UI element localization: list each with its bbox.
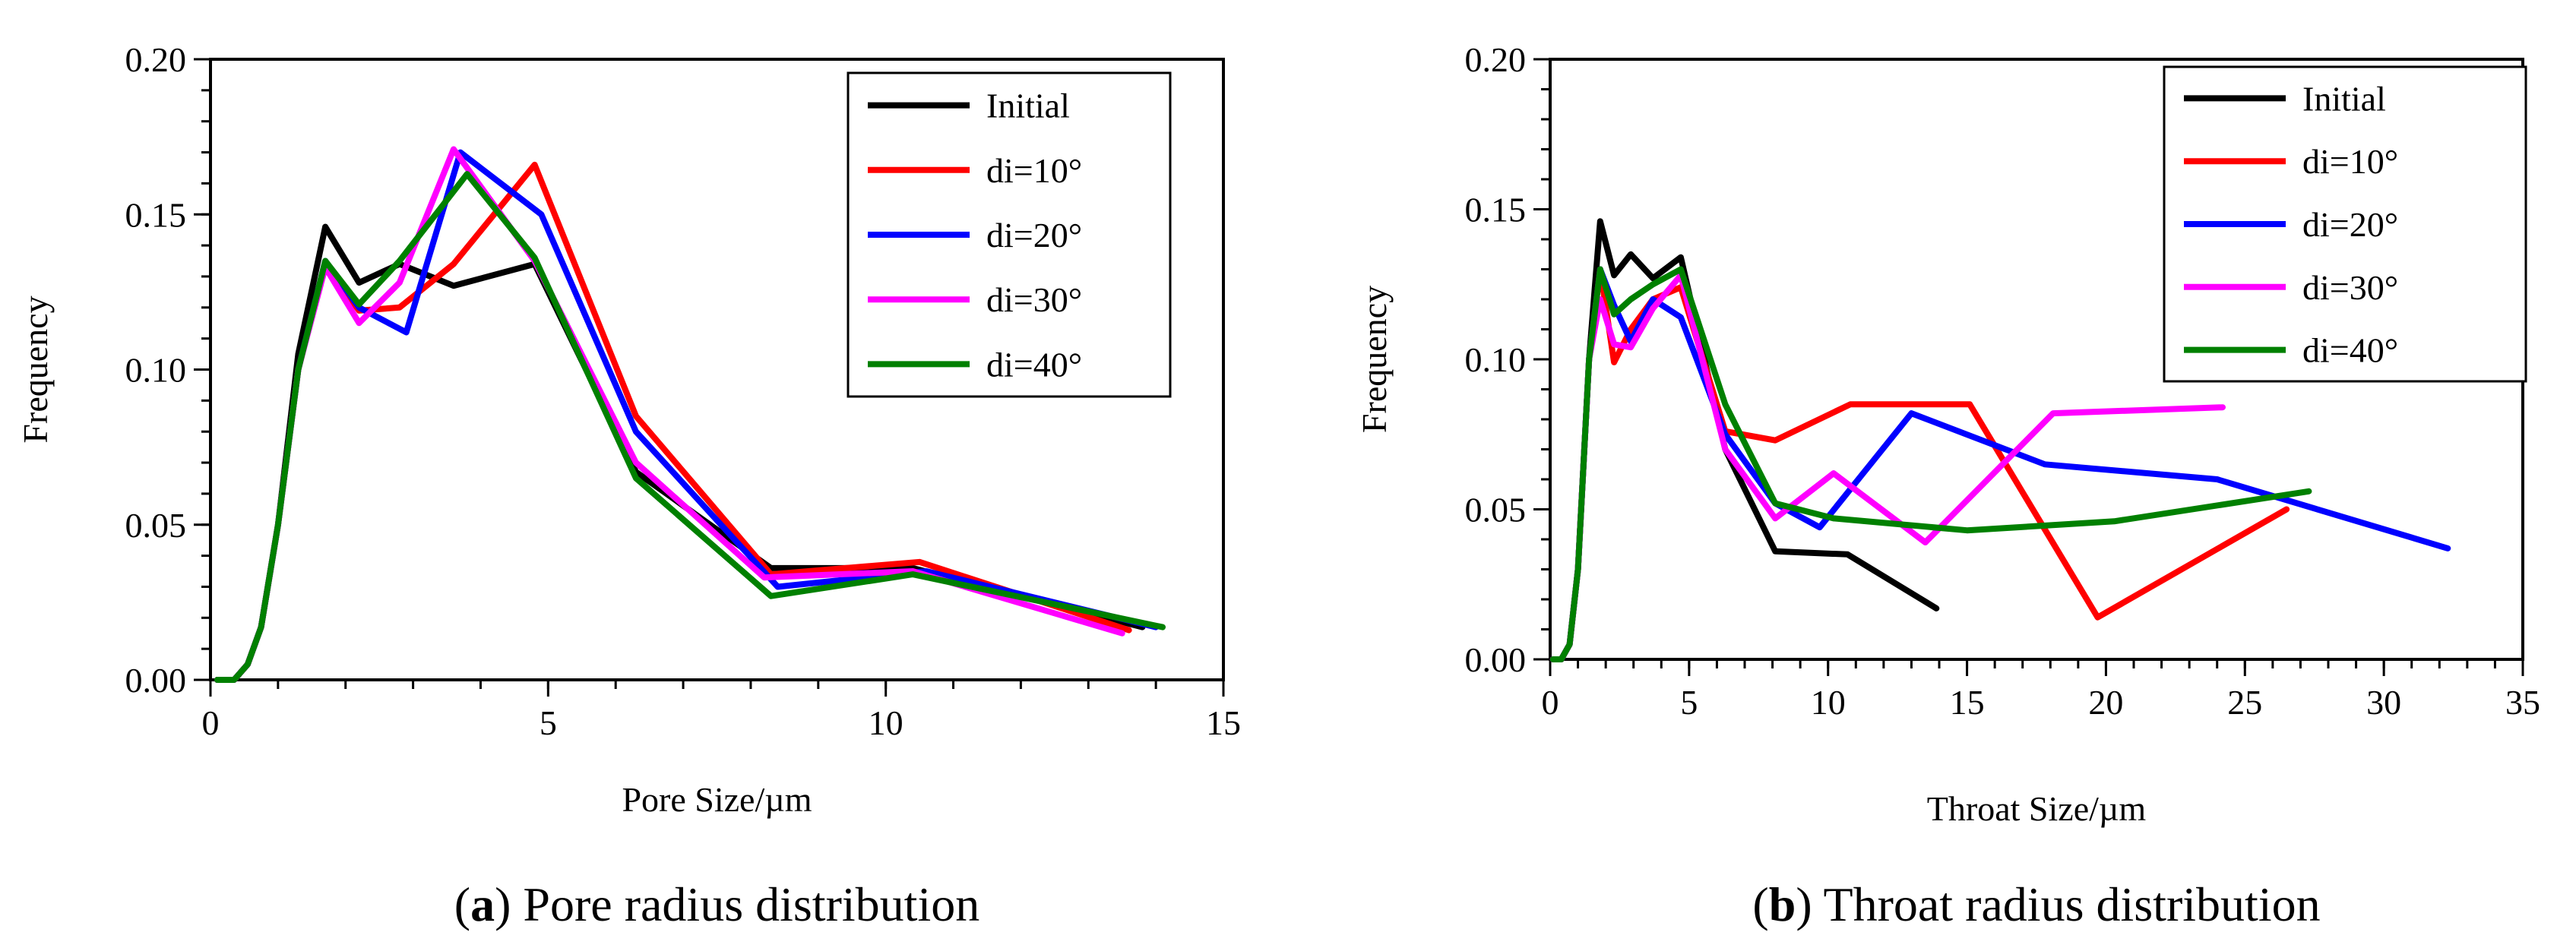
y-tick-label: 0.15 bbox=[1465, 191, 1527, 229]
x-tick-label: 30 bbox=[2366, 683, 2401, 722]
legend-label: di=40° bbox=[2302, 331, 2398, 370]
x-tick-label: 0 bbox=[1542, 683, 1559, 722]
y-tick-label: 0.20 bbox=[125, 40, 187, 79]
y-tick-label: 0.05 bbox=[1465, 491, 1527, 529]
legend-label: di=30° bbox=[2302, 268, 2398, 307]
y-tick-label: 0.10 bbox=[1465, 340, 1527, 379]
legend-label: Initial bbox=[986, 87, 1070, 125]
x-tick-label: 25 bbox=[2227, 683, 2262, 722]
chart-caption: (b) Throat radius distribution bbox=[1752, 877, 2320, 931]
series-line-5 bbox=[214, 171, 1166, 683]
x-axis-title: Throat Size/µm bbox=[1927, 789, 2147, 828]
y-tick-label: 0.20 bbox=[1465, 40, 1527, 79]
legend-label: di=10° bbox=[986, 151, 1082, 190]
chart-panel-a: 0 5 10 15 0.00 0.05 0.10 0.15 0.20 Pore Size/µm Fr… bbox=[16, 40, 1241, 931]
y-axis-title: Frequency bbox=[1355, 286, 1394, 433]
x-tick-label: 15 bbox=[1950, 683, 1985, 722]
x-tick-label: 5 bbox=[1680, 683, 1698, 722]
legend-label: di=40° bbox=[986, 345, 1082, 384]
legend-label: Initial bbox=[2302, 79, 2386, 118]
legend-label: di=10° bbox=[2302, 142, 2398, 181]
x-axis-title: Pore Size/µm bbox=[622, 780, 812, 819]
y-tick-label: 0.10 bbox=[125, 351, 187, 390]
y-tick-label: 0.05 bbox=[125, 506, 187, 545]
legend-label: di=20° bbox=[986, 216, 1082, 254]
x-tick-label: 10 bbox=[869, 703, 903, 742]
y-tick-label: 0.00 bbox=[1465, 640, 1527, 679]
y-tick-label: 0.00 bbox=[125, 661, 187, 700]
y-tick-label: 0.15 bbox=[125, 195, 187, 234]
x-tick-label: 20 bbox=[2088, 683, 2123, 722]
x-tick-label: 5 bbox=[540, 703, 557, 742]
chart-panel-b: 0 5 10 15 20 25 30 35 0.00 0.05 0.10 0.15 0.20 Throat… bbox=[1355, 40, 2540, 931]
x-tick-label: 0 bbox=[202, 703, 220, 742]
x-tick-label: 10 bbox=[1811, 683, 1846, 722]
x-tick-label: 35 bbox=[2505, 683, 2540, 722]
chart-caption: (a) Pore radius distribution bbox=[454, 877, 979, 931]
legend-label: di=30° bbox=[986, 280, 1082, 319]
series-line-5 bbox=[1549, 266, 2312, 662]
legend-label: di=20° bbox=[2302, 205, 2398, 244]
y-axis-title: Frequency bbox=[16, 295, 55, 443]
x-tick-label: 15 bbox=[1206, 703, 1241, 742]
